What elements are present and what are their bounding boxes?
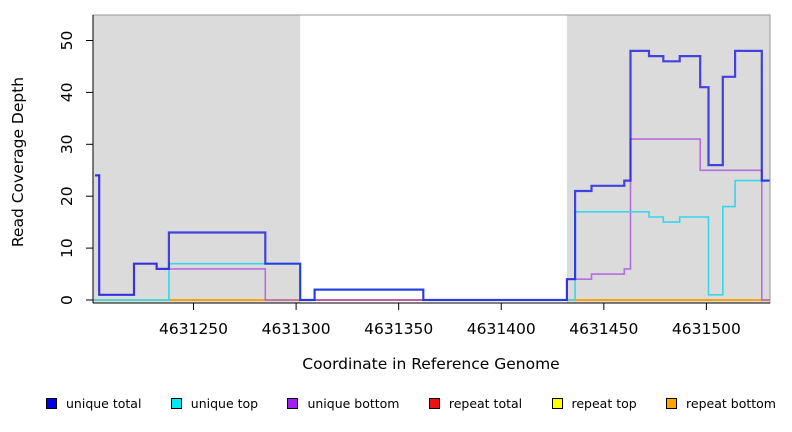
left-repeat-region — [93, 15, 301, 303]
x-axis-title: Coordinate in Reference Genome — [302, 355, 559, 373]
x-tick-label: 4631350 — [364, 320, 433, 338]
legend-label: repeat total — [448, 396, 523, 411]
x-tick-label: 4631450 — [569, 320, 638, 338]
x-tick-label: 4631300 — [262, 320, 331, 338]
legend-label: unique total — [66, 396, 142, 411]
legend-label: unique bottom — [307, 396, 400, 411]
y-tick-label: 10 — [58, 238, 76, 258]
legend-label: unique top — [190, 396, 259, 411]
legend-swatch-unique-top — [170, 398, 182, 409]
legend-swatch-repeat-bottom — [666, 398, 678, 409]
x-tick-label: 4631250 — [159, 320, 228, 338]
legend-item-unique-bottom: unique bottom — [287, 396, 400, 411]
legend-item-unique-total: unique total — [46, 396, 141, 411]
legend-item-repeat-bottom: repeat bottom — [666, 396, 776, 411]
legend-item-unique-top: unique top — [170, 396, 259, 411]
axes-layer: 4631250 4631300 4631350 4631400 4631450 46315… — [58, 14, 771, 338]
y-tick-label: 40 — [58, 83, 76, 103]
y-axis-title: Read Coverage Depth — [9, 77, 27, 247]
x-tick-label: 4631400 — [467, 320, 536, 338]
series-line-unique-total — [95, 49, 770, 302]
series-lines-layer — [93, 49, 770, 302]
legend-item-repeat-total: repeat total — [428, 396, 523, 411]
y-tick-label: 50 — [58, 31, 76, 51]
legend-label: repeat top — [571, 396, 637, 411]
y-tick-label: 20 — [58, 186, 76, 206]
legend-swatch-repeat-total — [428, 398, 440, 409]
legend-swatch-repeat-top — [551, 398, 563, 409]
x-tick-label: 4631500 — [672, 320, 741, 338]
legend-label: repeat bottom — [686, 396, 776, 411]
legend-item-repeat-top: repeat top — [551, 396, 637, 411]
legend-swatch-unique-total — [46, 398, 57, 409]
y-tick-label: 30 — [58, 134, 76, 154]
shaded-regions-layer — [93, 15, 770, 303]
legend: unique total unique top unique bottom repea… — [0, 396, 792, 411]
y-tick-label: 0 — [58, 295, 76, 305]
right-repeat-region — [566, 15, 770, 303]
legend-swatch-unique-bottom — [287, 398, 299, 409]
